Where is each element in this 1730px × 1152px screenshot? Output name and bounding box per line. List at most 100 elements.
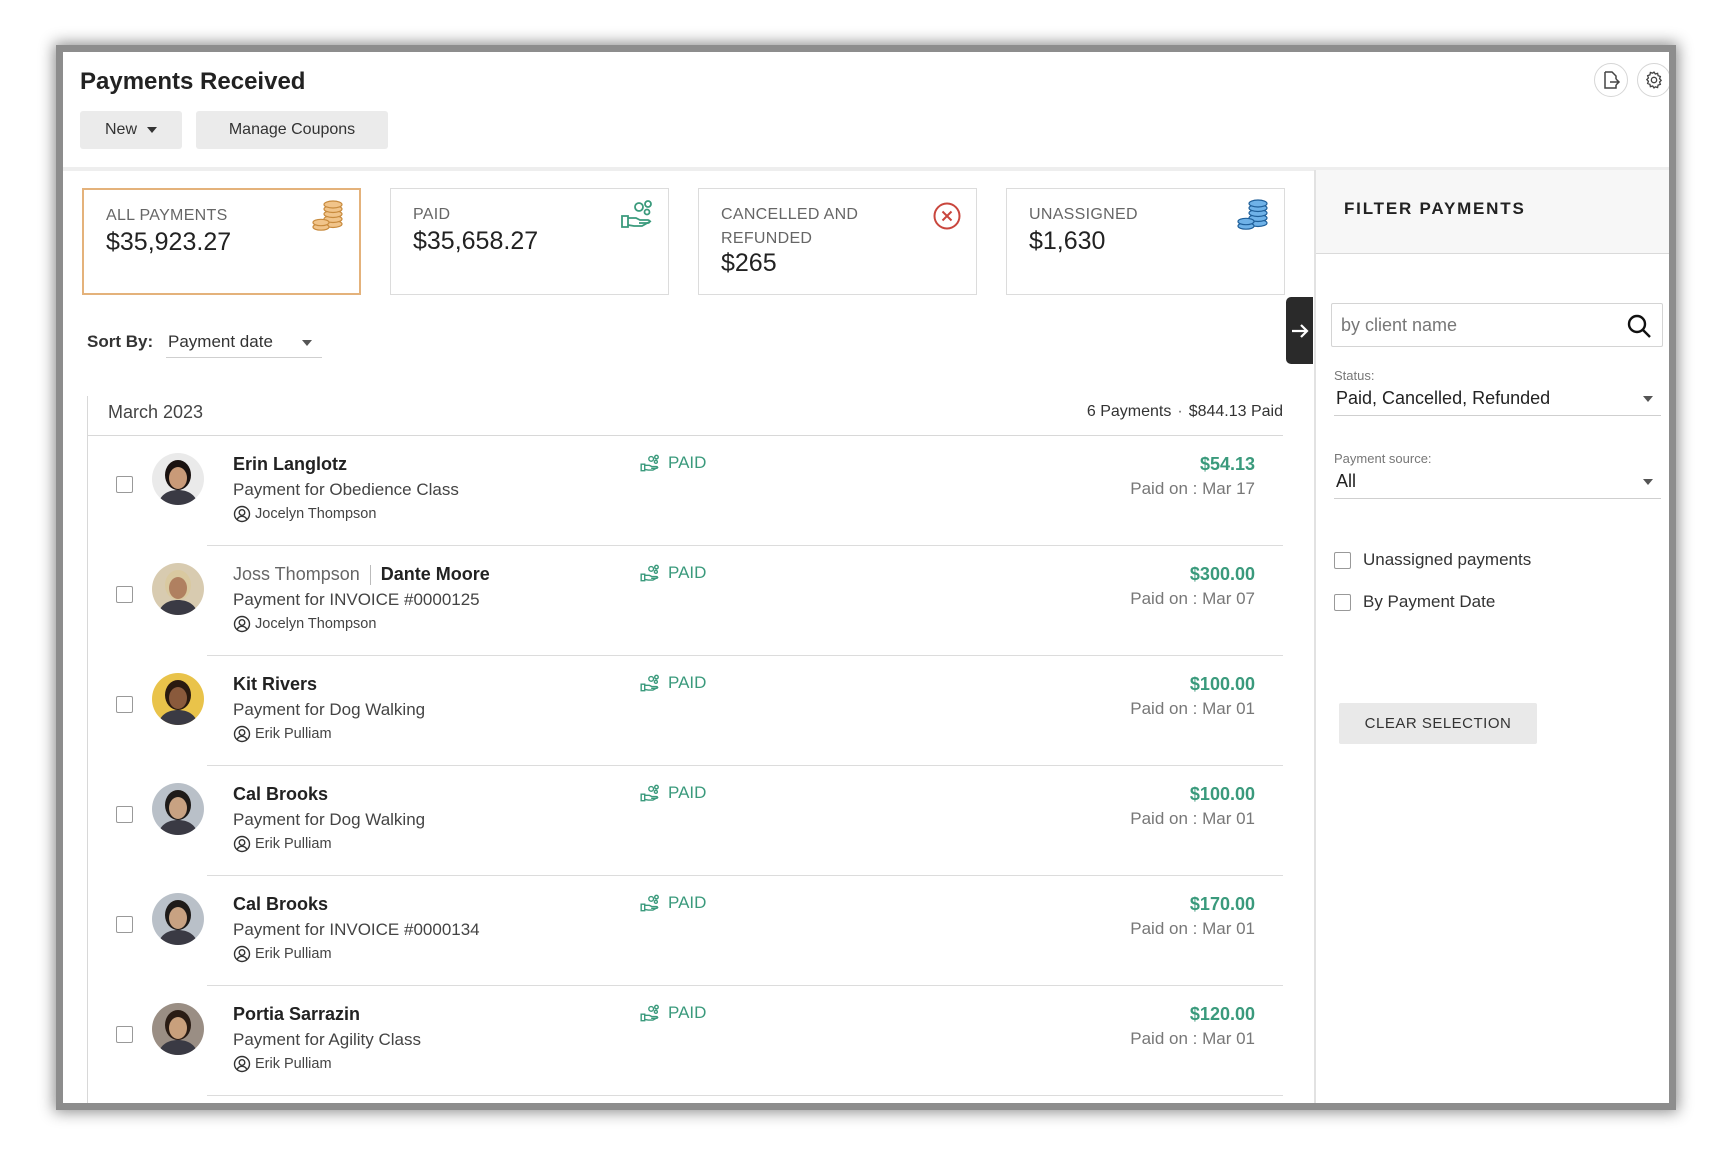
summary-separator: ·: [1177, 403, 1183, 420]
card-value: $1,630: [1029, 227, 1106, 255]
client-name-line: Joss Thompson Dante Moore: [233, 564, 490, 586]
unassigned-checkbox[interactable]: Unassigned payments: [1334, 550, 1531, 570]
payment-row[interactable]: Joss Thompson Dante Moore Payment for INV…: [88, 546, 1283, 656]
row-checkbox[interactable]: [116, 696, 133, 713]
row-divider: [207, 875, 1283, 876]
status-badge: PAID: [640, 783, 706, 803]
staff-line: Jocelyn Thompson: [233, 615, 376, 633]
row-checkbox[interactable]: [116, 586, 133, 603]
payment-description: Payment for INVOICE #0000125: [233, 590, 480, 609]
client-name[interactable]: Kit Rivers: [233, 674, 318, 694]
staff-line: Erik Pulliam: [233, 1055, 332, 1073]
payments-list: March 2023 6 Payments · $844.13 Paid Erin …: [87, 396, 1283, 1103]
sort-label: Sort By:: [87, 332, 154, 351]
user-circle-icon: [233, 725, 251, 743]
payment-row[interactable]: Kit Rivers Payment for Dog Walking Erik …: [88, 656, 1283, 766]
status-label: Status:: [1334, 368, 1375, 383]
checkbox-box[interactable]: [1334, 551, 1351, 569]
card-label: UNASSIGNED: [1029, 206, 1138, 223]
card-all-payments[interactable]: ALL PAYMENTS $35,923.27: [82, 188, 361, 295]
arrow-right-icon: [1291, 323, 1309, 338]
avatar: [152, 1003, 204, 1055]
paid-on-date: Paid on : Mar 07: [1130, 589, 1255, 608]
payment-row[interactable]: Erin Langlotz Payment for Obedience Clas…: [88, 436, 1283, 546]
payment-row[interactable]: Portia Sarrazin Payment for Agility Clas…: [88, 986, 1283, 1096]
search-icon[interactable]: [1626, 313, 1652, 344]
status-text: PAID: [668, 563, 707, 582]
card-value: $35,658.27: [413, 227, 539, 255]
gear-icon[interactable]: [1637, 63, 1669, 97]
caret-down-icon: [302, 340, 312, 346]
manage-coupons-button[interactable]: Manage Coupons: [196, 111, 388, 149]
row-checkbox[interactable]: [116, 476, 133, 493]
client-search: [1331, 303, 1663, 347]
payment-amount: $170.00: [1189, 894, 1255, 914]
export-icon[interactable]: [1594, 63, 1628, 97]
payment-count: 6 Payments: [1086, 403, 1172, 420]
row-checkbox[interactable]: [116, 806, 133, 823]
month-title: March 2023: [108, 402, 204, 422]
avatar: [152, 783, 204, 835]
payment-description: Payment for Agility Class: [233, 1030, 422, 1049]
payment-amount: $300.00: [1189, 564, 1255, 584]
collapse-panel-button[interactable]: [1286, 297, 1313, 364]
paid-on-date: Paid on : Mar 01: [1130, 809, 1255, 828]
clear-selection-button[interactable]: CLEAR SELECTION: [1339, 703, 1537, 744]
paid-total: $844.13 Paid: [1188, 403, 1283, 420]
user-circle-icon: [233, 945, 251, 963]
coins-blue-icon: [1236, 199, 1270, 236]
by-payment-date-checkbox[interactable]: By Payment Date: [1334, 592, 1495, 612]
status-badge: PAID: [640, 453, 706, 473]
row-divider: [207, 545, 1283, 546]
paid-on-date: Paid on : Mar 01: [1130, 919, 1255, 938]
payment-row[interactable]: Cal Brooks Payment for INVOICE #0000134 …: [88, 876, 1283, 986]
hand-money-icon: [640, 564, 659, 582]
user-circle-icon: [233, 505, 251, 523]
client-search-input[interactable]: [1332, 304, 1622, 346]
payment-source-select[interactable]: All: [1334, 467, 1661, 499]
row-checkbox[interactable]: [116, 1026, 133, 1043]
hand-money-icon: [640, 454, 659, 472]
staff-name: Jocelyn Thompson: [255, 616, 377, 632]
client-name-line: Erin Langlotz: [233, 454, 347, 475]
hand-money-icon: [640, 894, 659, 912]
sort-select[interactable]: Payment date: [166, 326, 322, 358]
payment-row[interactable]: Cal Brooks Payment for Dog Walking Erik …: [88, 766, 1283, 876]
payment-description: Payment for INVOICE #0000134: [233, 920, 480, 939]
client-name[interactable]: Portia Sarrazin: [233, 1004, 361, 1024]
paid-on-date: Paid on : Mar 01: [1130, 699, 1255, 718]
status-text: PAID: [668, 453, 707, 472]
staff-name: Erik Pulliam: [255, 836, 332, 852]
status-value: Paid, Cancelled, Refunded: [1336, 388, 1551, 408]
client-name-line: Cal Brooks: [233, 784, 328, 805]
avatar: [152, 563, 204, 615]
client-name[interactable]: Erin Langlotz: [233, 454, 347, 474]
payment-description: Payment for Dog Walking: [233, 700, 426, 719]
hand-money-icon: [620, 199, 654, 234]
month-header: March 2023 6 Payments · $844.13 Paid: [88, 396, 1283, 436]
month-summary: 6 Payments · $844.13 Paid: [1087, 403, 1283, 421]
payment-description: Payment for Obedience Class: [233, 480, 459, 499]
row-divider: [207, 985, 1283, 986]
paid-on-date: Paid on : Mar 01: [1130, 1029, 1255, 1048]
new-button[interactable]: New: [80, 111, 182, 149]
client-name[interactable]: Dante Moore: [380, 564, 490, 584]
status-select[interactable]: Paid, Cancelled, Refunded: [1334, 384, 1661, 416]
client-name[interactable]: Cal Brooks: [233, 894, 329, 914]
filter-panel-header: FILTER PAYMENTS: [1316, 170, 1669, 254]
card-paid[interactable]: PAID $35,658.27: [390, 188, 669, 295]
card-unassigned[interactable]: UNASSIGNED $1,630: [1006, 188, 1285, 295]
client-name-secondary[interactable]: Joss Thompson: [233, 564, 360, 584]
card-label: PAID: [413, 206, 451, 223]
status-badge: PAID: [640, 563, 706, 583]
user-circle-icon: [233, 1055, 251, 1073]
user-circle-icon: [233, 835, 251, 853]
card-cancelled-refunded[interactable]: CANCELLED AND REFUNDED $265: [698, 188, 977, 295]
staff-line: Erik Pulliam: [233, 725, 332, 743]
row-checkbox[interactable]: [116, 916, 133, 933]
card-value: $265: [721, 249, 777, 277]
client-name[interactable]: Cal Brooks: [233, 784, 329, 804]
checkbox-box[interactable]: [1334, 593, 1351, 611]
sort-value: Payment date: [168, 332, 273, 351]
paid-on-date: Paid on : Mar 17: [1130, 479, 1255, 498]
